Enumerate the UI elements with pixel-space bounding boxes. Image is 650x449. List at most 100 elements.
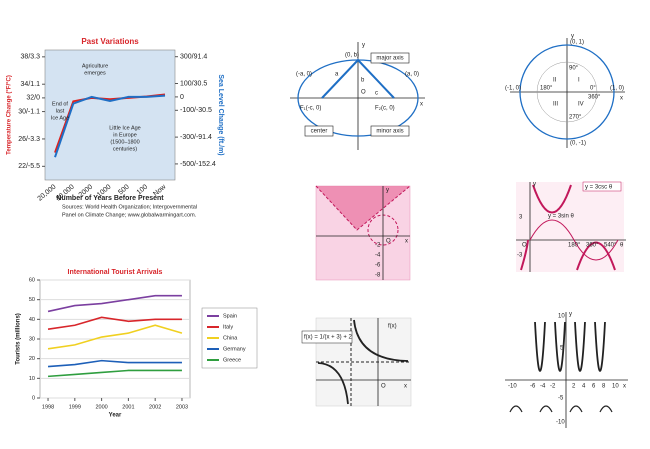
legend-label: China — [223, 335, 238, 341]
label: 90° — [569, 66, 579, 72]
y2-tick-label: 100/30.5 — [180, 80, 207, 87]
label: c — [375, 91, 378, 97]
y-tick-label: 26/-3.3 — [18, 136, 40, 143]
y2-tick-label: -500/-152.4 — [180, 161, 216, 168]
label: 180° — [568, 243, 581, 249]
sine-curve — [529, 219, 619, 261]
y-axis-label: Temperature Change (°F/°C) — [7, 75, 13, 155]
x-tick-label: 2001 — [122, 404, 134, 410]
y-tick-label: 32/0 — [26, 95, 40, 102]
label: 540° — [604, 243, 617, 249]
label: minor axis — [376, 129, 403, 135]
chart-title: Past Variations — [81, 37, 139, 46]
focal-lines — [321, 58, 395, 99]
plot-area — [44, 49, 176, 181]
y-tick-label: 0 — [32, 395, 35, 401]
annotation: in Europe — [113, 132, 137, 138]
label: θ — [620, 243, 624, 249]
curve — [317, 319, 409, 405]
annotation: Ice Age — [51, 115, 69, 121]
label: 360° — [586, 243, 599, 249]
label: -2 — [550, 384, 556, 390]
label: y — [386, 188, 389, 194]
label: b — [361, 78, 365, 84]
label: III — [553, 102, 558, 108]
circle — [519, 44, 615, 140]
label-box — [582, 181, 622, 192]
label: -4 — [375, 253, 381, 259]
label-box — [301, 330, 353, 344]
annotation: centuries) — [113, 146, 137, 152]
label: major axis — [376, 56, 403, 62]
label: y — [362, 43, 365, 49]
label-box — [370, 52, 410, 64]
annotation: emerges — [84, 70, 106, 76]
label: x — [404, 384, 407, 390]
inner-circle — [536, 61, 598, 123]
background — [516, 182, 624, 272]
csc-curve — [520, 184, 616, 271]
y2-tick-label: -300/-91.4 — [180, 134, 212, 141]
label: 10 — [612, 384, 619, 390]
legend-label: Germany — [223, 346, 246, 352]
label: y — [569, 312, 572, 318]
cosecant-diagram: y = 3csc θ y = 3sin θ 3 -3 O θ y 180° 36… — [516, 182, 626, 272]
series-line — [47, 294, 182, 313]
x-tick-label: 2002 — [149, 404, 161, 410]
label: 270° — [569, 115, 582, 121]
label: 360° — [588, 95, 601, 101]
label: f(x) = 1/(x + 3) + 2 — [304, 335, 353, 341]
label: -10 — [556, 420, 565, 426]
y-tick-label: 22/-5.5 — [18, 163, 40, 170]
label: 3 — [519, 215, 523, 221]
y-tick-label: 60 — [29, 277, 35, 283]
annotation: Little Ice Age — [109, 125, 141, 131]
label: O — [381, 384, 386, 390]
x-tick-label: 1998 — [42, 404, 54, 410]
curve — [534, 321, 606, 372]
y-tick-label: 20 — [29, 356, 35, 362]
legend-label: Italy — [223, 324, 233, 330]
label: (a, 0) — [405, 72, 419, 78]
annotation: last — [56, 108, 65, 114]
label: y = 3sin θ — [548, 214, 575, 220]
inequality-diagram: O x y -2 -4 -6 -8 — [315, 185, 411, 281]
rational-diagram: f(x) = 1/(x + 3) + 2 f(x) O x — [301, 317, 412, 407]
y-tick-label: 30 — [29, 336, 35, 342]
x-tick-label: 2003 — [176, 404, 188, 410]
shaded-region — [316, 186, 410, 230]
series-line — [47, 369, 182, 378]
label: -5 — [558, 396, 564, 402]
label: center — [311, 129, 328, 135]
x-tick-label: 2000 — [95, 404, 107, 410]
label-box — [304, 125, 334, 137]
label: (0, 1) — [570, 40, 584, 46]
legend-label: Greece — [223, 357, 241, 363]
label: (1, 0) — [610, 86, 624, 92]
label-box — [370, 125, 410, 137]
label: 8 — [602, 384, 606, 390]
label: I — [578, 78, 580, 84]
ellipse-diagram: major axis minor axis center (0, b) (-a,… — [290, 42, 425, 150]
label: x — [620, 96, 623, 102]
y2-tick-label: 0 — [180, 94, 184, 101]
label: -6 — [530, 384, 536, 390]
annotation: Agriculture — [82, 63, 108, 69]
sources: Sources: World Health Organization; Inte… — [62, 204, 197, 210]
unit-circle-diagram: (0, 1) (-1, 0) (1, 0) (0, -1) 90° 180° 2… — [505, 34, 625, 148]
label: (-1, 0) — [505, 86, 521, 92]
label: 5 — [560, 346, 564, 352]
label: -3 — [517, 253, 523, 259]
legend-label: Spain — [223, 313, 237, 319]
label: 10 — [558, 314, 565, 320]
label: 180° — [540, 86, 553, 92]
y-tick-label: 38/3.3 — [21, 54, 41, 61]
x-axis-label: Number of Years Before Present — [56, 195, 164, 202]
tangent-diagram: 10 5 -5 -10 2 4 6 8 10 -10 -6 -4 -2 x y — [505, 312, 628, 428]
label: 0° — [590, 86, 596, 92]
x-tick-label: 1999 — [69, 404, 81, 410]
label: IV — [578, 102, 584, 108]
x-tick-label: 20,000 — [37, 184, 58, 203]
y-tick-label: 34/1.1 — [21, 81, 41, 88]
